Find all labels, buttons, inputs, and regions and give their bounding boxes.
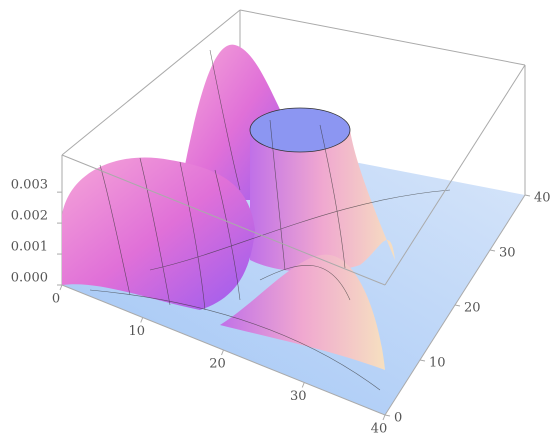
- y-tick: [489, 249, 496, 252]
- x-tick-label: 20: [209, 357, 226, 372]
- x-tick: [301, 382, 305, 388]
- x-tick: [382, 414, 386, 421]
- surface-plateau: [250, 130, 395, 272]
- x-tick: [140, 317, 144, 323]
- z-tick-label: 0.003: [11, 178, 48, 193]
- box-edge: [239, 9, 526, 66]
- y-tick-label: 10: [429, 356, 446, 371]
- x-tick-label: 10: [128, 324, 145, 339]
- box-edge: [61, 9, 241, 156]
- x-tick-label: 40: [371, 422, 388, 434]
- box-edge: [384, 64, 526, 286]
- x-tick-label: 0: [52, 292, 60, 307]
- y-tick: [384, 414, 391, 417]
- z-tick-label: 0.001: [11, 240, 48, 255]
- y-tick: [454, 304, 461, 307]
- y-tick-label: 40: [534, 191, 550, 206]
- x-tick: [221, 349, 224, 356]
- surface-peak: [62, 157, 255, 310]
- y-tick: [524, 194, 531, 197]
- y-tick-label: 20: [464, 301, 481, 316]
- surface-peak: [220, 254, 385, 370]
- box-front: 0 10 20 30 40 0 10 20 30 40 0.000 0.001 0.002 0.003: [11, 64, 550, 434]
- box-edge: [61, 154, 386, 286]
- surface-plateau-top: [249, 107, 351, 153]
- z-tick-label: 0.000: [11, 271, 48, 286]
- x-tick-label: 30: [290, 389, 307, 404]
- y-tick-label: 0: [394, 411, 402, 426]
- x-tick: [59, 284, 63, 291]
- y-tick-label: 30: [499, 246, 516, 261]
- z-tick-label: 0.002: [11, 209, 48, 224]
- y-tick: [419, 359, 426, 362]
- surface: [62, 44, 525, 415]
